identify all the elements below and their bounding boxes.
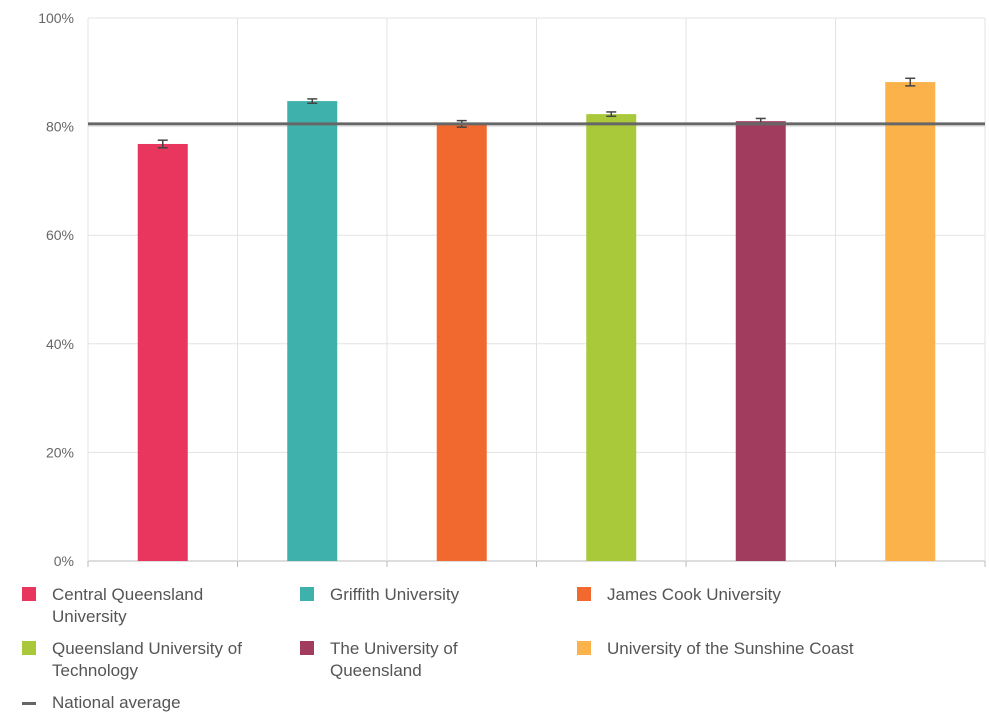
grid-lines	[87, 17, 986, 567]
legend-swatch-national-average	[22, 702, 36, 705]
legend-swatch-griffith	[300, 587, 314, 601]
legend-item-griffith[interactable]: Griffith University	[300, 584, 530, 606]
y-axis-ticks: 0% 20% 40% 60% 80% 100%	[38, 10, 74, 569]
legend-swatch-central-queensland	[22, 587, 36, 601]
bar	[885, 82, 936, 561]
legend-item-uq[interactable]: The University of Queensland	[300, 638, 500, 682]
bar	[586, 114, 637, 562]
legend-label: James Cook University	[607, 585, 781, 604]
legend-label: The University of Queensland	[330, 639, 458, 680]
legend-label: Queensland University of Technology	[52, 639, 242, 680]
legend-label: Griffith University	[330, 585, 460, 604]
y-tick-label: 80%	[46, 119, 74, 135]
y-tick-label: 40%	[46, 336, 74, 352]
legend-item-central-queensland[interactable]: Central Queensland University	[22, 584, 252, 628]
legend-swatch-qut	[22, 641, 36, 655]
legend-item-national-average[interactable]: National average	[22, 692, 181, 714]
legend-item-qut[interactable]: Queensland University of Technology	[22, 638, 282, 682]
bar	[287, 101, 338, 561]
bar-chart: 0% 20% 40% 60% 80% 100%	[38, 10, 986, 569]
y-tick-label: 20%	[46, 444, 74, 460]
legend-swatch-james-cook	[577, 587, 591, 601]
legend-label: Central Queensland University	[52, 585, 204, 626]
legend-item-sunshine-coast[interactable]: University of the Sunshine Coast	[577, 638, 857, 660]
legend-label: University of the Sunshine Coast	[607, 639, 854, 658]
legend-label: National average	[52, 693, 181, 712]
y-tick-label: 60%	[46, 227, 74, 243]
y-tick-label: 0%	[54, 553, 74, 569]
legend-item-james-cook[interactable]: James Cook University	[577, 584, 847, 606]
legend-swatch-uq	[300, 641, 314, 655]
bar	[735, 121, 786, 562]
y-tick-label: 100%	[38, 10, 74, 26]
bar	[137, 143, 188, 561]
bar	[436, 123, 487, 561]
legend-swatch-sunshine-coast	[577, 641, 591, 655]
bars	[137, 77, 936, 562]
